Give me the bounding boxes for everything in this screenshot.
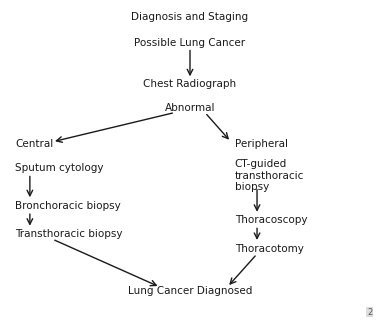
Text: Transthoracic biopsy: Transthoracic biopsy <box>15 229 122 239</box>
Text: Bronchoracic biopsy: Bronchoracic biopsy <box>15 201 121 211</box>
Text: Thoracotomy: Thoracotomy <box>235 244 304 254</box>
Text: Sputum cytology: Sputum cytology <box>15 163 103 173</box>
Text: 2: 2 <box>367 307 372 317</box>
Text: Possible Lung Cancer: Possible Lung Cancer <box>135 38 245 48</box>
Text: Chest Radiograph: Chest Radiograph <box>143 79 237 89</box>
Text: Abnormal: Abnormal <box>165 103 215 113</box>
Text: CT-guided
transthoracic
biopsy: CT-guided transthoracic biopsy <box>235 159 304 192</box>
Text: Diagnosis and Staging: Diagnosis and Staging <box>131 13 249 23</box>
Text: Central: Central <box>15 139 53 149</box>
Text: Thoracoscopy: Thoracoscopy <box>235 215 307 225</box>
Text: Lung Cancer Diagnosed: Lung Cancer Diagnosed <box>128 286 252 296</box>
Text: Peripheral: Peripheral <box>235 139 288 149</box>
